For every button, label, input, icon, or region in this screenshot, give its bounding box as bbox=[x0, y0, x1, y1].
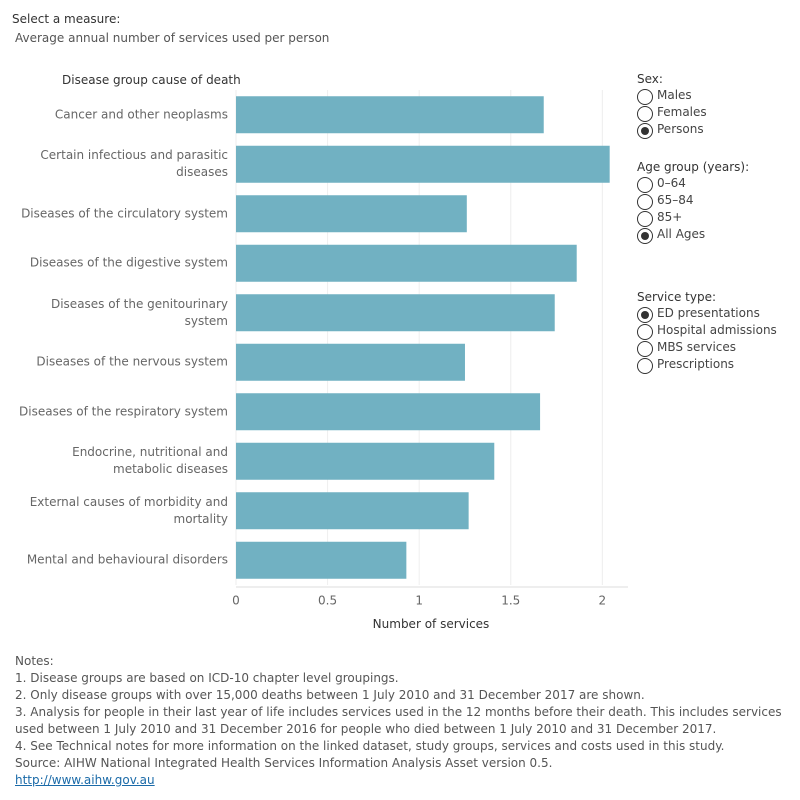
bar bbox=[236, 96, 544, 134]
radio-button[interactable] bbox=[637, 358, 653, 374]
y-tick-label: Cancer and other neoplasms bbox=[54, 107, 228, 122]
notes-title: Notes: bbox=[15, 654, 54, 668]
y-tick-label: Diseases of the respiratory system bbox=[19, 404, 228, 419]
option-label: Hospital admissions bbox=[657, 323, 777, 337]
measure-dropdown[interactable]: Average annual number of services used p… bbox=[15, 31, 330, 45]
radio-option[interactable]: MBS services bbox=[637, 340, 797, 357]
filter-title: Sex: bbox=[637, 72, 663, 86]
notes-list: 1. Disease groups are based on ICD-10 ch… bbox=[15, 670, 785, 755]
radio-option[interactable]: ED presentations bbox=[637, 306, 797, 323]
option-label: Persons bbox=[657, 122, 704, 136]
filter-panel: Sex: Males Females Persons Age group (years)… bbox=[637, 0, 797, 400]
radio-option[interactable]: Hospital admissions bbox=[637, 323, 797, 340]
option-label: All Ages bbox=[657, 227, 706, 241]
option-label: Females bbox=[657, 105, 707, 119]
radio-button[interactable] bbox=[637, 89, 653, 105]
x-tick-label: 1 bbox=[415, 594, 423, 608]
x-tick-label: 2 bbox=[599, 594, 607, 608]
chart: 0 0.5 1 1.5 2 bbox=[232, 90, 628, 608]
radio-option[interactable]: All Ages bbox=[637, 227, 797, 244]
y-tick-label: Endocrine, nutritional and metabolic dis… bbox=[72, 445, 228, 477]
y-tick-label: Diseases of the nervous system bbox=[36, 354, 228, 369]
radio-option[interactable]: 85+ bbox=[637, 210, 797, 227]
y-tick-label: External causes of morbidity and mortali… bbox=[29, 494, 228, 526]
radio-option[interactable]: Females bbox=[637, 105, 797, 122]
measure-label: Select a measure: bbox=[12, 12, 121, 26]
y-tick-label: Diseases of the digestive system bbox=[29, 255, 228, 270]
bar bbox=[236, 541, 407, 579]
radio-button[interactable] bbox=[637, 123, 653, 139]
option-label: Males bbox=[657, 88, 692, 102]
radio-button[interactable] bbox=[637, 194, 653, 210]
link[interactable]: http://www.aihw.gov.au bbox=[15, 773, 155, 787]
filter-title: Service type: bbox=[637, 290, 717, 304]
notes: Notes: 1. Disease groups are based on IC… bbox=[15, 653, 785, 789]
bar bbox=[236, 244, 577, 282]
radio-button[interactable] bbox=[637, 228, 653, 244]
radio-option[interactable]: Males bbox=[637, 88, 797, 105]
x-tick-label: 0 bbox=[232, 594, 240, 608]
bar bbox=[236, 343, 465, 381]
y-tick-label: Certain infectious and parasitic disease… bbox=[40, 148, 228, 180]
filter-group: Sex: Males Females Persons bbox=[637, 72, 797, 162]
option-label: 0–64 bbox=[657, 176, 686, 190]
option-label: MBS services bbox=[657, 340, 737, 354]
note-item: 4. See Technical notes for more informat… bbox=[15, 739, 725, 753]
option-label: 65–84 bbox=[657, 193, 694, 207]
note-item: 2. Only disease groups with over 15,000 … bbox=[15, 688, 645, 702]
radio-option[interactable]: 0–64 bbox=[637, 176, 797, 193]
radio-button[interactable] bbox=[637, 341, 653, 357]
source: Source: AIHW National Integrated Health … bbox=[15, 756, 553, 770]
bar bbox=[236, 492, 469, 530]
radio-button[interactable] bbox=[637, 324, 653, 340]
radio-button[interactable] bbox=[637, 307, 653, 323]
note-item: 3. Analysis for people in their last yea… bbox=[15, 705, 782, 736]
y-tick-label: Mental and behavioural disorders bbox=[26, 552, 228, 567]
option-label: 85+ bbox=[657, 210, 683, 224]
bar bbox=[236, 442, 495, 480]
filter-group: Age group (years): 0–64 65–84 85+ All Ages bbox=[637, 160, 797, 250]
radio-button[interactable] bbox=[637, 177, 653, 193]
bar bbox=[236, 145, 610, 183]
option-label: ED presentations bbox=[657, 306, 760, 320]
radio-option[interactable]: 65–84 bbox=[637, 193, 797, 210]
filter-title: Age group (years): bbox=[637, 160, 750, 174]
bar bbox=[236, 195, 467, 233]
x-tick-label: 1.5 bbox=[501, 594, 520, 608]
filter-group: Service type: ED presentations Hospital ad… bbox=[637, 290, 797, 380]
y-tick-label: Diseases of the circulatory system bbox=[21, 206, 228, 221]
bar bbox=[236, 294, 555, 332]
x-tick-label: 0.5 bbox=[318, 594, 337, 608]
radio-button[interactable] bbox=[637, 106, 653, 122]
option-label: Prescriptions bbox=[657, 357, 735, 371]
x-axis-title: Number of services bbox=[372, 617, 490, 631]
bar bbox=[236, 393, 541, 431]
radio-button[interactable] bbox=[637, 211, 653, 227]
y-tick-label: Diseases of the genitourinary system bbox=[50, 296, 228, 328]
radio-option[interactable]: Persons bbox=[637, 122, 797, 139]
note-item: 1. Disease groups are based on ICD-10 ch… bbox=[15, 671, 399, 685]
radio-option[interactable]: Prescriptions bbox=[637, 357, 797, 374]
y-axis-title: Disease group cause of death bbox=[62, 73, 241, 87]
